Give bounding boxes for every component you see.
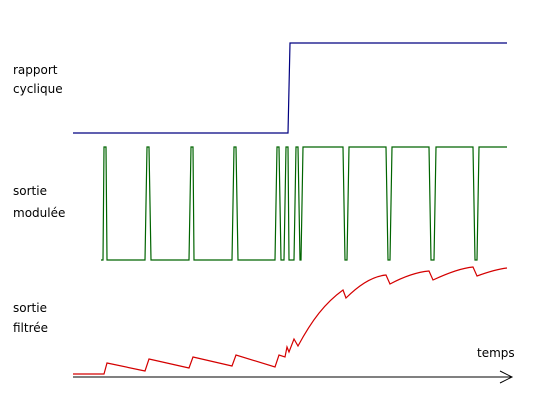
duty-cycle-signal [73, 42, 507, 134]
filtered-output-label-line1: sortie [13, 301, 47, 315]
time-axis-label: temps [477, 346, 515, 360]
duty-cycle-label-line2: cyclique [13, 82, 63, 96]
modulated-output-label-line1: sortie [13, 184, 47, 198]
time-axis-arrowhead [499, 370, 514, 384]
filtered-output-label-line2: filtrée [13, 321, 48, 335]
filtered-output-signal [73, 266, 508, 375]
modulated-output-label-line2: modulée [13, 206, 65, 220]
pwm-output-signal [101, 146, 507, 261]
duty-cycle-label-line1: rapport [13, 63, 58, 77]
